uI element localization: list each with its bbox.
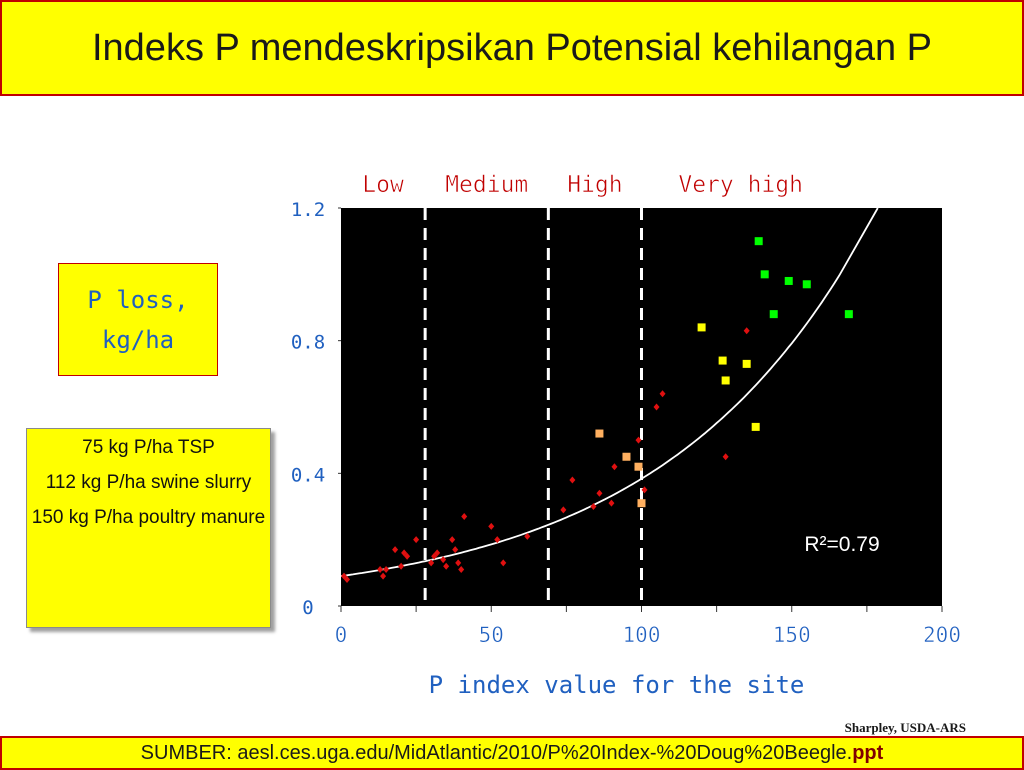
y-axis-label-line1: P loss, bbox=[87, 285, 189, 314]
data-point bbox=[751, 422, 760, 431]
data-point bbox=[458, 566, 465, 574]
data-point bbox=[398, 562, 405, 570]
data-point bbox=[383, 566, 390, 574]
data-point bbox=[443, 562, 450, 570]
data-point bbox=[784, 276, 793, 285]
source-text: SUMBER: aesl.ces.uga.edu/MidAtlantic/201… bbox=[140, 741, 853, 764]
data-point bbox=[452, 546, 459, 554]
data-point bbox=[595, 429, 604, 438]
y-tick-label: 0.8 bbox=[291, 332, 325, 354]
treatment-note: 75 kg P/ha TSP bbox=[82, 437, 215, 458]
data-point bbox=[743, 327, 750, 335]
x-axis-title: P index value for the site bbox=[429, 671, 805, 699]
data-point bbox=[596, 489, 603, 497]
x-tick-label: 200 bbox=[923, 623, 961, 647]
y-axis-label-box: P loss, kg/ha bbox=[58, 263, 218, 376]
data-point bbox=[635, 436, 642, 444]
x-tick-label: 50 bbox=[479, 623, 504, 647]
data-point bbox=[524, 532, 531, 540]
credit-text: Sharpley, USDA-ARS bbox=[844, 720, 966, 735]
source-footer: SUMBER: aesl.ces.uga.edu/MidAtlantic/201… bbox=[0, 736, 1024, 770]
x-tick-label: 0 bbox=[335, 623, 348, 647]
data-point bbox=[440, 556, 447, 564]
data-point bbox=[760, 270, 769, 279]
data-point bbox=[392, 546, 399, 554]
p-loss-scatter-chart: Low Medium High Very high 0 0.4 0.8 1.2 0 50 100 15… bbox=[291, 172, 961, 699]
data-point bbox=[455, 559, 462, 567]
data-point bbox=[634, 462, 643, 471]
data-point bbox=[380, 572, 387, 580]
data-point bbox=[344, 575, 351, 583]
data-point bbox=[461, 512, 468, 520]
data-point bbox=[488, 522, 495, 530]
r-squared-annotation: R²=0.79 bbox=[804, 533, 879, 556]
data-point bbox=[718, 356, 727, 365]
data-point bbox=[622, 452, 631, 461]
data-point bbox=[404, 552, 411, 560]
data-point bbox=[721, 376, 730, 385]
data-point bbox=[641, 486, 648, 494]
y-tick-label: 0 bbox=[302, 597, 313, 619]
data-point bbox=[413, 536, 420, 544]
category-label: High bbox=[567, 172, 622, 198]
data-point bbox=[653, 403, 660, 411]
data-point bbox=[590, 503, 597, 510]
data-point bbox=[449, 536, 456, 544]
data-point bbox=[742, 359, 751, 368]
y-axis-label-line2: kg/ha bbox=[101, 325, 175, 354]
data-point bbox=[434, 549, 441, 557]
data-point bbox=[697, 323, 706, 332]
data-point bbox=[494, 536, 501, 544]
data-point bbox=[754, 237, 763, 246]
data-point bbox=[769, 310, 778, 319]
data-point bbox=[637, 499, 646, 508]
category-label: Medium bbox=[445, 172, 528, 198]
data-point bbox=[500, 559, 507, 567]
x-tick-label: 100 bbox=[623, 623, 661, 647]
data-point bbox=[377, 566, 384, 574]
treatment-note: 112 kg P/ha swine slurry bbox=[45, 472, 252, 493]
data-point bbox=[844, 310, 853, 319]
treatment-notes-box: 75 kg P/ha TSP 112 kg P/ha swine slurry … bbox=[26, 428, 271, 628]
data-point bbox=[608, 499, 615, 507]
data-point bbox=[428, 559, 435, 567]
y-tick-label: 1.2 bbox=[291, 199, 325, 221]
source-extension: ppt bbox=[852, 741, 884, 764]
data-point bbox=[659, 390, 666, 398]
slide-title: Indeks P mendeskripsikan Potensial kehil… bbox=[91, 26, 933, 69]
x-tick-label: 150 bbox=[773, 623, 811, 647]
treatment-note: 150 kg P/ha poultry manure bbox=[31, 507, 266, 528]
slide-title-bar: Indeks P mendeskripsikan Potensial kehil… bbox=[0, 0, 1024, 96]
data-point bbox=[802, 280, 811, 289]
data-point bbox=[722, 453, 729, 461]
data-point bbox=[569, 476, 576, 484]
category-label: Low bbox=[362, 172, 404, 198]
data-point bbox=[611, 463, 618, 471]
data-point bbox=[560, 506, 567, 514]
category-label: Very high bbox=[678, 172, 803, 198]
y-tick-label: 0.4 bbox=[291, 464, 325, 486]
